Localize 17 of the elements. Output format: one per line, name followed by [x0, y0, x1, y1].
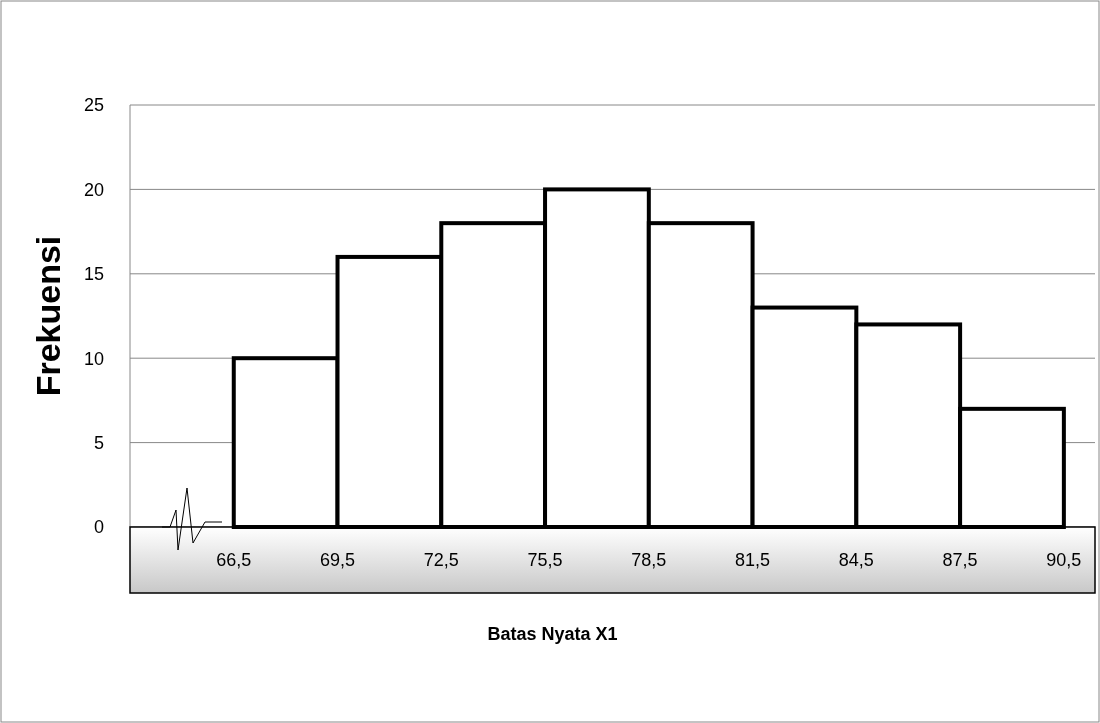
y-tick-label: 20	[83, 179, 104, 200]
y-tick-label: 0	[93, 517, 104, 538]
x-tick-label: 69,5	[320, 550, 356, 570]
x-tick-label: 81,5	[735, 550, 771, 570]
y-tick-label: 10	[83, 348, 104, 369]
y-axis-title: Frekuensi	[29, 235, 67, 397]
y-tick-label: 15	[83, 264, 104, 285]
y-tick-label: 25	[83, 95, 104, 116]
x-tick-label: 87,5	[942, 550, 978, 570]
y-tick-label: 5	[93, 432, 104, 453]
x-tick-label: 90,5	[1046, 550, 1082, 570]
x-tick-label: 75,5	[527, 550, 563, 570]
x-axis-title: Batas Nyata X1	[487, 624, 618, 644]
x-tick-label: 72,5	[423, 550, 459, 570]
x-tick-label: 84,5	[838, 550, 874, 570]
x-tick-label: 66,5	[216, 550, 252, 570]
x-tick-label: 78,5	[631, 550, 667, 570]
